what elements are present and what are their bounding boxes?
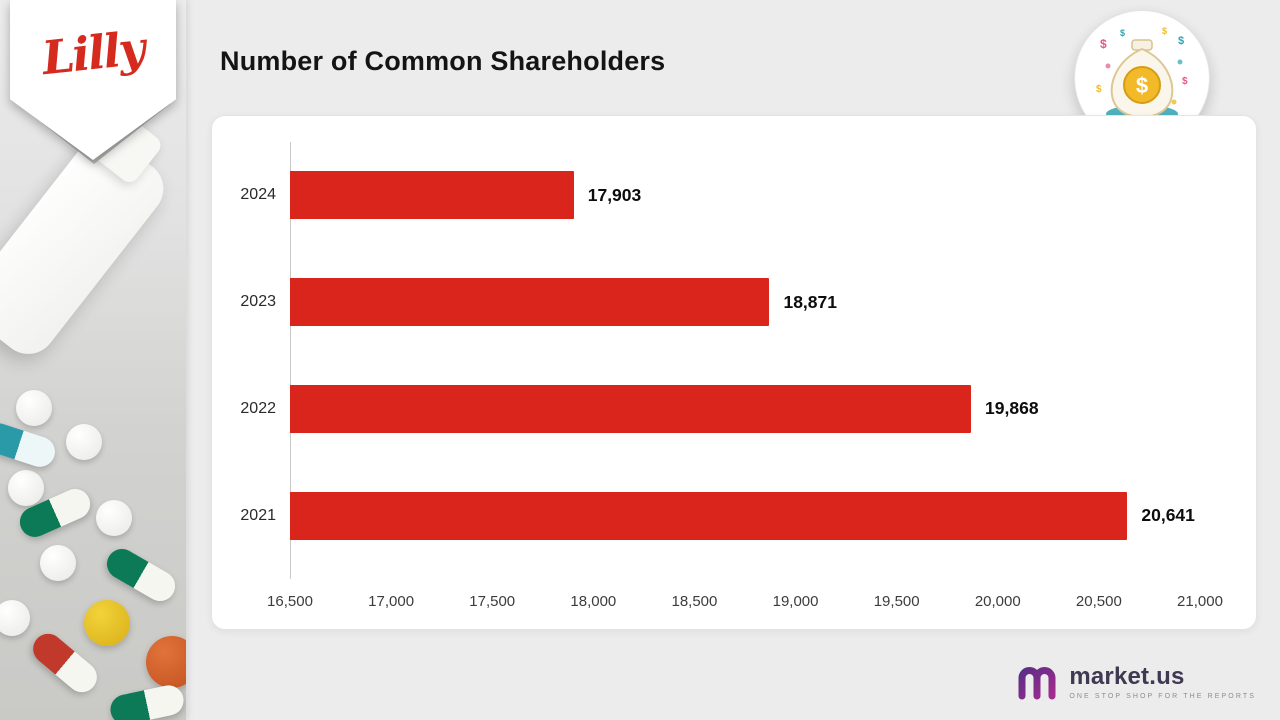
x-tick: 19,500 [873,593,920,610]
svg-text:$: $ [1182,76,1188,87]
chart-card: 2024 17,903 2023 18,871 2022 19,868 2021 20,641… [211,115,1257,630]
category-label: 2022 [240,399,276,417]
x-tick: 17,500 [469,593,516,610]
y-axis-line [290,142,291,579]
bar [290,171,574,220]
pill-image [40,545,76,581]
page-title: Number of Common Shareholders [220,46,666,76]
bar [290,278,770,327]
marketus-brand: market.us ONE STOP SHOP FOR THE REPORTS [1017,664,1256,700]
bar-rows: 2024 17,903 2023 18,871 2022 19,868 2021 20,641 [240,142,1200,569]
value-label: 18,871 [783,291,837,312]
bar [290,384,972,433]
x-tick: 18,500 [671,593,718,610]
bar-row: 2021 20,641 [240,491,1200,540]
svg-text:$: $ [1100,37,1107,51]
marketus-tagline: ONE STOP SHOP FOR THE REPORTS [1069,692,1256,700]
pill-image [8,470,44,506]
badge-circle: $ $ $ $ $ $ $ [1074,10,1210,146]
svg-text:$: $ [1178,35,1184,47]
svg-text:$: $ [1096,84,1102,95]
bar-row: 2022 19,868 [240,384,1200,433]
bar-row: 2023 18,871 [240,278,1200,327]
x-tick: 20,000 [974,593,1021,610]
category-label: 2024 [240,186,276,204]
svg-text:$: $ [1162,26,1167,36]
value-label: 17,903 [587,184,642,205]
x-tick: 18,000 [570,593,617,610]
value-label: 19,868 [985,398,1039,419]
x-axis-ticks: 16,500 17,000 17,500 18,000 18,500 19,000 19,5… [267,593,1223,615]
pill-image [84,600,130,646]
svg-text:$: $ [1136,73,1148,98]
capsule-image [101,543,181,607]
pill-image [16,390,52,426]
x-tick: 16,500 [267,593,313,610]
x-tick: 17,000 [368,593,415,610]
x-tick: 20,500 [1075,593,1122,610]
marketus-brand-name: market.us [1069,662,1185,690]
capsule-image [0,419,59,471]
pill-image [66,424,102,460]
marketus-logo-icon [1018,667,1056,700]
capsule-image [107,682,186,720]
svg-text:$: $ [1120,28,1125,38]
pill-image [146,636,186,688]
pill-image [0,600,30,636]
category-label: 2021 [240,506,276,524]
value-label: 20,641 [1141,505,1195,526]
bar-row: 2024 17,903 [240,171,1200,220]
lilly-logo-pennant: Lilly [10,0,178,175]
x-tick: 19,000 [772,593,819,610]
lilly-logo-text: Lilly [39,20,147,86]
sidebar-photo: Lilly [0,0,186,720]
bar [290,491,1128,540]
pennant-ribbon: Lilly [10,0,176,160]
money-bag-badge: $ $ $ $ $ $ $ [1072,10,1212,192]
x-tick: 21,000 [1177,593,1223,610]
pill-image [96,500,132,536]
category-label: 2023 [240,293,276,311]
